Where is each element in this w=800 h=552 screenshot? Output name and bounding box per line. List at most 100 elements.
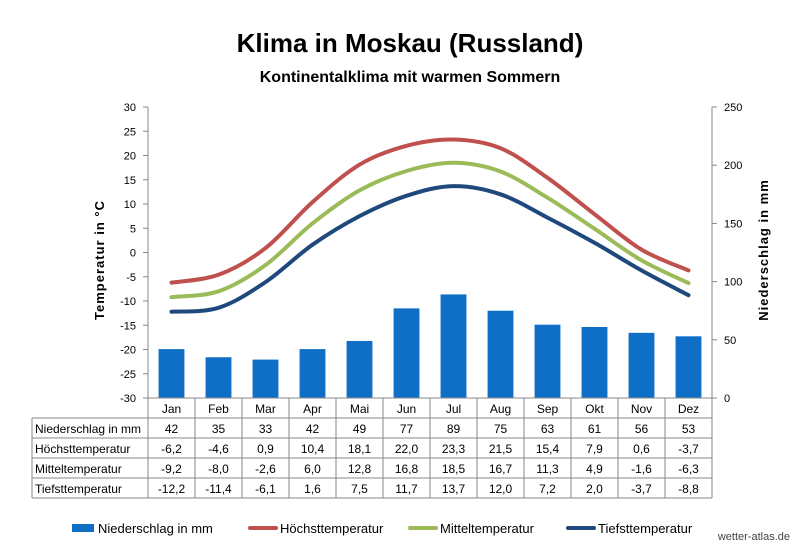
table-cell: 0,9 [257,442,274,456]
bar-niederschlag-dez [675,336,702,398]
table-cell: 10,4 [301,442,325,456]
table-cell: 6,0 [304,462,321,476]
table-cell: 7,9 [586,442,603,456]
bar-niederschlag-mar [252,359,279,398]
table-cell: -11,4 [205,482,232,496]
bar-niederschlag-aug [487,310,514,398]
table-cell: -8,8 [678,482,699,496]
chart-subtitle: Kontinentalklima mit warmen Sommern [260,69,561,86]
table-cell: -8,0 [208,462,229,476]
table-cell: 7,5 [351,482,368,496]
legend-label-niederschlag-in-mm: Niederschlag in mm [98,521,213,536]
watermark: wetter-atlas.de [717,531,790,543]
table-row-header: Niederschlag in mm [35,422,141,436]
y-right-tick-label: 100 [724,277,742,289]
table-cell: 18,1 [348,442,372,456]
legend-label-mitteltemperatur: Mitteltemperatur [440,521,535,536]
table-cell: 12,0 [489,482,513,496]
table-cell: 21,5 [489,442,513,456]
x-tick-label: Jul [446,402,461,416]
bar-niederschlag-apr [299,349,326,398]
x-tick-label: Nov [631,402,652,416]
x-tick-label: Dez [678,402,699,416]
line-h-chsttemperatur [169,137,691,285]
y-left-tick-label: -15 [120,320,136,332]
table-cell: -6,3 [678,462,699,476]
table-cell: 49 [353,422,367,436]
table-cell: 22,0 [395,442,419,456]
y-left-tick-label: -25 [120,369,136,381]
y-right-tick-label: 250 [724,102,742,114]
table-cell: 42 [306,422,320,436]
y-left-tick-label: -30 [120,393,136,405]
x-tick-label: Mar [255,402,276,416]
table-row-header: Tiefsttemperatur [35,482,122,496]
table-row-header: Höchsttemperatur [35,442,130,456]
bar-niederschlag-mai [346,340,373,398]
table-cell: 53 [682,422,696,436]
y-axis-right-title: Niederschlag in mm [756,179,771,321]
table-cell: -3,7 [631,482,652,496]
bar-niederschlag-jul [440,294,467,398]
table-cell: 23,3 [442,442,466,456]
x-tick-label: Mai [350,402,369,416]
table-cell: 33 [259,422,273,436]
table-cell: 56 [635,422,649,436]
legend-swatch-niederschlag-in-mm [72,524,94,532]
table-cell: 0,6 [633,442,650,456]
table-cell: 42 [165,422,179,436]
y-left-tick-label: -10 [120,296,136,308]
bar-niederschlag-sep [534,324,561,398]
table-cell: 16,8 [395,462,419,476]
line-tiefsttemperatur [169,184,691,314]
table-cell: 15,4 [536,442,560,456]
line-mitteltemperatur [169,160,691,300]
x-tick-label: Jan [162,402,181,416]
chart-title: Klima in Moskau (Russland) [237,28,584,58]
table-cell: 7,2 [539,482,556,496]
table-cell: -6,1 [255,482,276,496]
table-cell: -9,2 [161,462,182,476]
table-cell: -3,7 [678,442,699,456]
table-cell: -1,6 [631,462,652,476]
data-table: Jan Feb Mar Apr Mai Jun Jul Aug Sep Okt Nov Dez Nied… [31,397,713,499]
y-left-tick-label: 5 [130,223,136,235]
x-tick-label: Apr [303,402,322,416]
table-cell: 89 [447,422,461,436]
table-cell: 11,3 [536,462,559,476]
table-cell: -2,6 [255,462,276,476]
table-cell: -6,2 [161,442,182,456]
y-right-tick-label: 50 [724,335,736,347]
bar-niederschlag-jun [393,308,420,398]
x-tick-label: Aug [490,402,511,416]
y-left-tick-label: 30 [124,102,136,114]
bar-niederschlag-jan [158,349,185,398]
y-right-tick-label: 0 [724,393,730,405]
plot-area: 302520151050-5-10-15-20-25-3025020015010… [120,102,742,405]
table-cell: -12,2 [158,482,186,496]
y-left-tick-label: -20 [120,345,136,357]
table-cell: 61 [588,422,602,436]
table-cell: 18,5 [442,462,466,476]
table-cell: 12,8 [348,462,372,476]
bar-niederschlag-okt [581,326,608,398]
legend: Niederschlag in mm Höchsttemperatur Mittel… [72,521,693,536]
y-right-tick-label: 200 [724,160,742,172]
y-left-tick-label: 10 [124,199,136,211]
table-cell: 11,7 [395,482,418,496]
bar-niederschlag-nov [628,332,655,398]
table-cell: 16,7 [489,462,513,476]
legend-label-tiefsttemperatur: Tiefsttemperatur [598,521,693,536]
x-tick-label: Feb [208,402,229,416]
table-cell: 4,9 [586,462,603,476]
y-left-tick-label: 0 [130,248,136,260]
table-cell: -4,6 [208,442,229,456]
x-tick-label: Okt [585,402,604,416]
y-left-tick-label: -5 [126,272,136,284]
table-cell: 13,7 [442,482,466,496]
bar-niederschlag-feb [205,357,232,398]
x-tick-label: Sep [537,402,559,416]
table-cell: 1,6 [304,482,321,496]
table-cell: 63 [541,422,555,436]
